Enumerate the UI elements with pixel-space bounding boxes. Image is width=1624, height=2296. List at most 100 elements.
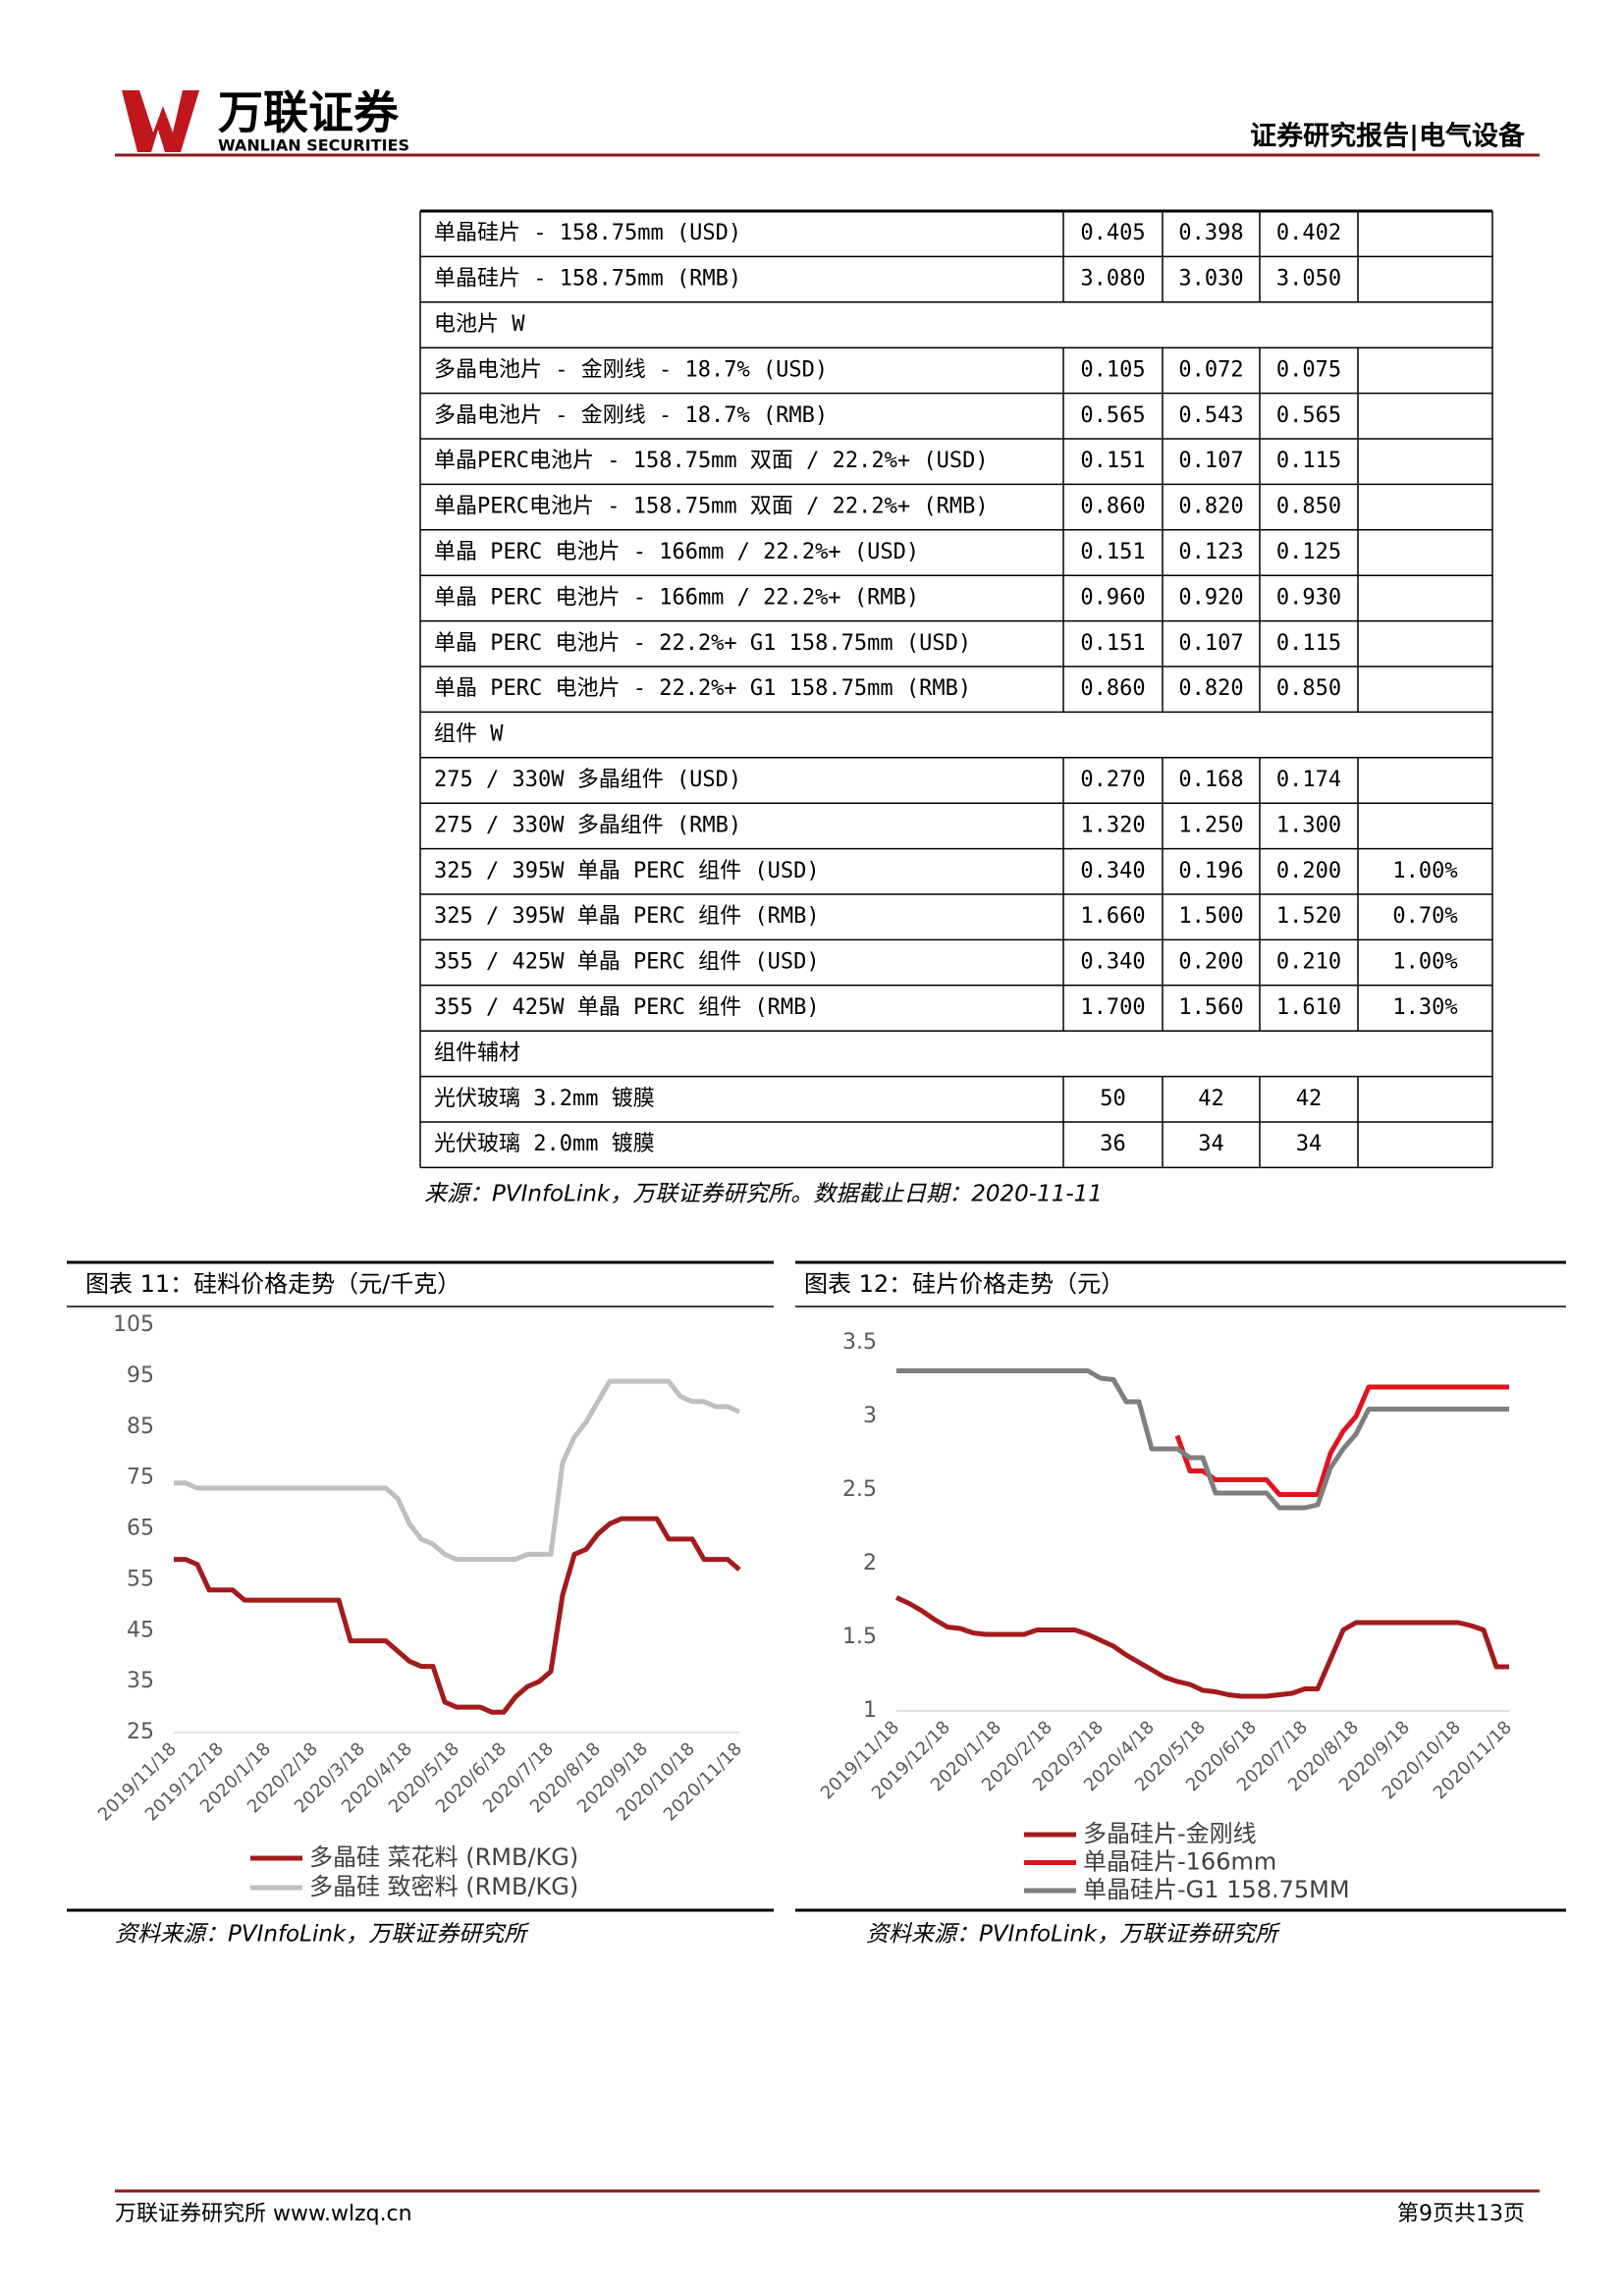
y-tick-label: 2.5 — [842, 1477, 877, 1502]
cell: 0.820 — [1178, 495, 1243, 519]
cell: 0.210 — [1276, 950, 1341, 975]
cell: 单晶 PERC 电池片 - 22.2%+ G1 158.75mm (USD) — [434, 631, 971, 656]
cell: 1.500 — [1178, 904, 1243, 929]
y-tick-label: 35 — [127, 1669, 154, 1693]
cell: 0.200 — [1276, 859, 1341, 883]
brand: 万联证券 — [218, 86, 400, 139]
y-tick-label: 85 — [127, 1415, 154, 1439]
cell: 0.123 — [1178, 540, 1243, 564]
cell: 0.860 — [1080, 495, 1145, 519]
footer-left: 万联证券研究所 www.wlzq.cn — [115, 2202, 412, 2226]
cell: 355 / 425W 单晶 PERC 组件 (USD) — [434, 950, 820, 975]
y-tick-label: 1.5 — [842, 1625, 877, 1649]
cell: 多晶电池片 - 金刚线 - 18.7% (USD) — [434, 357, 828, 382]
footer-right: 第9页共13页 — [1397, 2202, 1525, 2226]
legend-label: 多晶硅 致密料 (RMB/KG) — [309, 1873, 578, 1900]
cell: 0.200 — [1178, 950, 1243, 975]
cell: 42 — [1198, 1087, 1224, 1111]
cell: 多晶电池片 - 金刚线 - 18.7% (RMB) — [434, 403, 828, 428]
cell: 0.072 — [1178, 357, 1243, 382]
legend-label: 单晶硅片-G1 158.75MM — [1083, 1876, 1350, 1903]
y-tick-label: 3.5 — [842, 1330, 877, 1355]
cell: 0.125 — [1276, 540, 1341, 564]
cell: 0.398 — [1178, 221, 1243, 245]
y-tick-label: 25 — [127, 1720, 154, 1744]
cell: 1.660 — [1080, 904, 1145, 929]
cell: 单晶PERC电池片 - 158.75mm 双面 / 22.2%+ (USD) — [434, 449, 989, 473]
cell: 单晶 PERC 电池片 - 22.2%+ G1 158.75mm (RMB) — [434, 676, 971, 701]
cell: 光伏玻璃 3.2mm 镀膜 — [434, 1087, 655, 1111]
y-tick-label: 95 — [127, 1363, 154, 1388]
series-line — [894, 1595, 1509, 1699]
cell: 355 / 425W 单晶 PERC 组件 (RMB) — [434, 995, 820, 1020]
cell: 0.270 — [1080, 768, 1145, 792]
cell: 0.151 — [1080, 540, 1145, 564]
series-line — [174, 1516, 741, 1715]
y-tick-label: 45 — [127, 1618, 154, 1642]
cell: 0.930 — [1276, 585, 1341, 610]
chart-source: 资料来源：PVInfoLink，万联证券研究所 — [115, 1922, 529, 1948]
cell: 275 / 330W 多晶组件 (USD) — [434, 768, 741, 792]
cell: 0.340 — [1080, 950, 1145, 975]
cell: 325 / 395W 单晶 PERC 组件 (USD) — [434, 859, 820, 883]
cell: 3.050 — [1276, 267, 1341, 292]
cell: 0.850 — [1276, 676, 1341, 701]
logo — [122, 90, 199, 152]
report-type: 证券研究报告|电气设备 — [1250, 121, 1526, 152]
cell: 0.196 — [1178, 859, 1243, 883]
cell: 0.115 — [1276, 449, 1341, 473]
y-tick-label: 105 — [113, 1312, 154, 1337]
cell: 1.00% — [1392, 950, 1457, 975]
cell: 电池片 W — [434, 312, 525, 337]
chart-title: 图表 12：硅片价格走势（元） — [804, 1270, 1124, 1298]
cell: 3.030 — [1178, 267, 1243, 292]
cell: 0.820 — [1178, 676, 1243, 701]
cell: 275 / 330W 多晶组件 (RMB) — [434, 813, 741, 837]
cell: 单晶PERC电池片 - 158.75mm 双面 / 22.2%+ (RMB) — [434, 495, 989, 519]
cell: 1.520 — [1276, 904, 1341, 929]
cell: 1.00% — [1392, 859, 1457, 883]
cell: 0.075 — [1276, 357, 1341, 382]
y-tick-label: 65 — [127, 1517, 154, 1541]
y-tick-label: 3 — [863, 1404, 877, 1428]
cell: 0.107 — [1178, 631, 1243, 656]
cell: 单晶 PERC 电池片 - 166mm / 22.2%+ (USD) — [434, 540, 919, 564]
chart-title: 图表 11：硅料价格走势（元/千克） — [85, 1270, 460, 1298]
cell: 0.920 — [1178, 585, 1243, 610]
table-source: 来源：PVInfoLink，万联证券研究所。数据截止日期：2020-11-11 — [424, 1182, 1103, 1207]
cell: 1.700 — [1080, 995, 1145, 1020]
legend-label: 多晶硅片-金刚线 — [1083, 1820, 1257, 1847]
cell: 0.543 — [1178, 403, 1243, 428]
cell: 1.30% — [1392, 995, 1457, 1020]
cell: 0.960 — [1080, 585, 1145, 610]
cell: 组件辅材 — [434, 1041, 520, 1065]
cell: 0.168 — [1178, 768, 1243, 792]
cell: 组件 W — [434, 722, 504, 747]
cell: 1.610 — [1276, 995, 1341, 1020]
cell: 0.565 — [1276, 403, 1341, 428]
cell: 0.405 — [1080, 221, 1145, 245]
y-tick-label: 75 — [127, 1466, 154, 1490]
y-tick-label: 2 — [863, 1551, 877, 1575]
cell: 0.151 — [1080, 631, 1145, 656]
cell: 0.151 — [1080, 449, 1145, 473]
cell: 0.340 — [1080, 859, 1145, 883]
brand-en: WANLIAN SECURITIES — [218, 136, 409, 155]
cell: 3.080 — [1080, 267, 1145, 292]
cell: 0.860 — [1080, 676, 1145, 701]
legend-label: 单晶硅片-166mm — [1083, 1848, 1276, 1876]
legend-label: 多晶硅 菜花料 (RMB/KG) — [309, 1843, 578, 1871]
cell: 34 — [1296, 1132, 1323, 1156]
cell: 0.174 — [1276, 768, 1341, 792]
cell: 0.565 — [1080, 403, 1145, 428]
cell: 34 — [1198, 1132, 1224, 1156]
cell: 单晶硅片 - 158.75mm (USD) — [434, 221, 741, 245]
y-tick-label: 1 — [863, 1698, 877, 1723]
cell: 0.115 — [1276, 631, 1341, 656]
cell: 50 — [1100, 1087, 1126, 1111]
cell: 0.850 — [1276, 495, 1341, 519]
cell: 1.300 — [1276, 813, 1341, 837]
cell: 42 — [1296, 1087, 1323, 1111]
series-line — [896, 1368, 1509, 1511]
